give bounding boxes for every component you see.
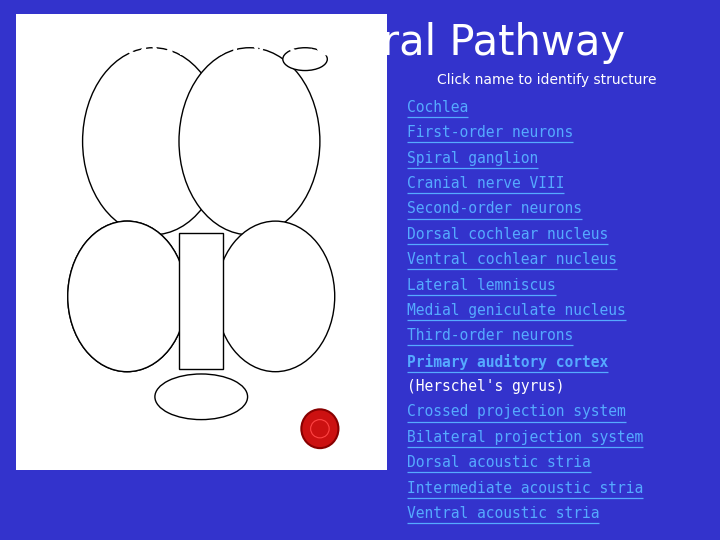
Text: Spiral ganglion: Spiral ganglion (407, 151, 538, 166)
Text: Ventral cochlear nucleus: Ventral cochlear nucleus (407, 252, 617, 267)
Text: First-order neurons: First-order neurons (407, 125, 573, 140)
Text: Cochlea: Cochlea (407, 100, 468, 115)
Text: Cranial nerve VIII: Cranial nerve VIII (407, 176, 564, 191)
Text: Lateral lemniscus: Lateral lemniscus (407, 278, 556, 293)
Text: Third-order neurons: Third-order neurons (407, 328, 573, 343)
Ellipse shape (68, 221, 186, 372)
Ellipse shape (302, 409, 338, 448)
FancyBboxPatch shape (179, 233, 223, 369)
Ellipse shape (83, 48, 223, 235)
Ellipse shape (216, 221, 335, 372)
FancyBboxPatch shape (16, 14, 387, 470)
Text: Ventral acoustic stria: Ventral acoustic stria (407, 506, 599, 521)
Text: Primary auditory cortex: Primary auditory cortex (407, 354, 608, 370)
Ellipse shape (155, 374, 248, 420)
Text: Crossed projection system: Crossed projection system (407, 404, 626, 420)
Ellipse shape (310, 420, 329, 438)
Text: Auditory Central Pathway: Auditory Central Pathway (95, 22, 625, 64)
Text: Click name to identify structure: Click name to identify structure (438, 73, 657, 87)
Text: Intermediate acoustic stria: Intermediate acoustic stria (407, 481, 643, 496)
Text: Dorsal cochlear nucleus: Dorsal cochlear nucleus (407, 227, 608, 242)
Ellipse shape (179, 48, 320, 235)
Text: Medial geniculate nucleus: Medial geniculate nucleus (407, 303, 626, 318)
Text: Second-order neurons: Second-order neurons (407, 201, 582, 217)
Text: (Herschel's gyrus): (Herschel's gyrus) (407, 379, 564, 394)
Text: Bilateral projection system: Bilateral projection system (407, 430, 643, 445)
Text: Dorsal acoustic stria: Dorsal acoustic stria (407, 455, 590, 470)
Ellipse shape (283, 48, 328, 71)
